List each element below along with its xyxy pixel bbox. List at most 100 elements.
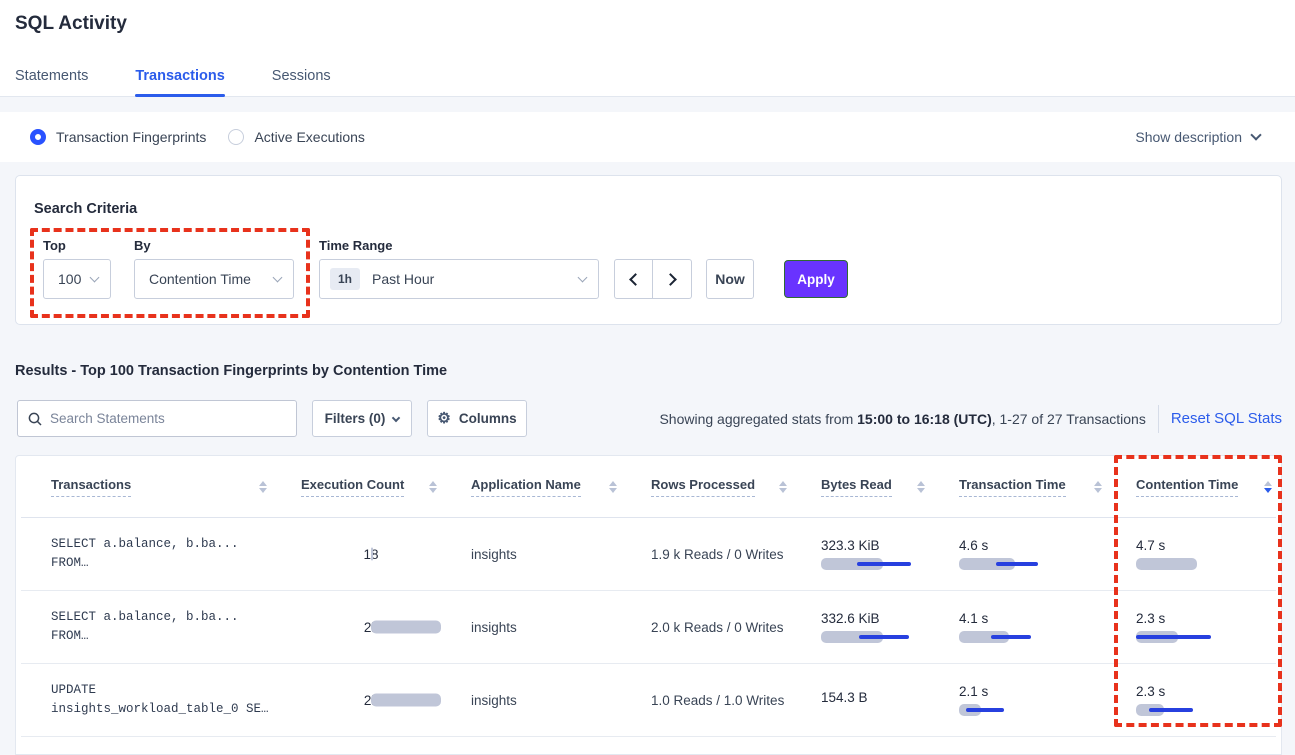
app-header: SQL Activity Statements Transactions Ses… (0, 0, 1295, 97)
column-header-application-name[interactable]: Application Name (441, 456, 621, 517)
chevron-down-icon (1250, 129, 1262, 141)
sort-icon (779, 480, 787, 493)
tab-transactions[interactable]: Transactions (135, 68, 226, 97)
bar-gray (1136, 558, 1197, 570)
column-header-bytes-read[interactable]: Bytes Read (791, 456, 929, 517)
columns-button[interactable]: ⚙ Columns (427, 400, 527, 437)
tab-sessions[interactable]: Sessions (271, 68, 331, 84)
application-name-cell: insights (441, 518, 621, 590)
time-range-select[interactable]: 1h Past Hour (319, 259, 599, 299)
column-header-transactions[interactable]: Transactions (21, 456, 271, 517)
filters-button[interactable]: Filters (0) (312, 400, 412, 437)
time-nav-group (614, 259, 692, 299)
table-row: SELECT a.balance, b.ba... FROM… 2k insights… (21, 591, 1276, 664)
chevron-left-icon (629, 272, 642, 286)
bytes-read-bar-chart (821, 558, 933, 570)
reset-sql-stats-link[interactable]: Reset SQL Stats (1170, 410, 1282, 427)
time-range-value: Past Hour (372, 271, 435, 287)
query-line-2: FROM… (51, 629, 89, 643)
rows-processed-cell: 1.9 k Reads / 0 Writes (621, 518, 791, 590)
view-toggle-bar: Transaction Fingerprints Active Executio… (0, 112, 1295, 162)
filters-label: Filters (0) (324, 411, 386, 426)
column-header-contention-time[interactable]: Contention Time (1106, 456, 1276, 517)
aggregated-stats-summary: Showing aggregated stats from 15:00 to 1… (659, 410, 1146, 427)
column-label: Transactions (51, 477, 132, 497)
column-header-transaction-time[interactable]: Transaction Time (929, 456, 1106, 517)
bar-mean-line (966, 708, 1004, 712)
sort-desc-icon (1094, 487, 1102, 493)
search-statements-input[interactable] (50, 411, 286, 426)
by-select[interactable]: Contention Time (134, 259, 294, 299)
top-select-value: 100 (58, 271, 82, 287)
bytes-read-bar-chart (821, 631, 933, 643)
now-button[interactable]: Now (706, 259, 754, 299)
transaction-time-value: 2.1 s (959, 684, 989, 699)
top-select[interactable]: 100 (43, 259, 111, 299)
query-line-2: insights_workload_table_0 SE… (51, 702, 269, 716)
vertical-divider (1157, 404, 1159, 433)
sort-icon (917, 480, 925, 493)
show-description-toggle[interactable]: Show description (1135, 129, 1262, 145)
transaction-time: 2.1 s (929, 664, 1106, 736)
sort-desc-icon (779, 487, 787, 493)
by-field-label: By (134, 238, 151, 253)
transaction-fingerprint-link[interactable]: SELECT a.balance, b.ba... FROM… (21, 591, 271, 663)
bytes-read-value: 332.6 KiB (821, 611, 880, 626)
sort-icon (1094, 480, 1102, 493)
time-next-button[interactable] (653, 259, 692, 299)
bar-mean-line (857, 562, 911, 566)
transaction-time-bar-chart (959, 631, 1071, 643)
sort-asc-icon (609, 480, 617, 486)
sort-asc-icon (779, 480, 787, 486)
time-prev-button[interactable] (614, 259, 653, 299)
transaction-fingerprint-link[interactable]: UPDATE insights_workload_table_0 SE… (21, 664, 271, 736)
column-label: Application Name (471, 477, 581, 497)
chevron-down-icon (89, 272, 100, 283)
tab-statements[interactable]: Statements (15, 68, 89, 84)
column-label: Execution Count (301, 477, 405, 497)
radio-active-executions[interactable]: Active Executions (228, 129, 365, 145)
query-line-1: UPDATE (51, 682, 97, 697)
sort-icon (259, 480, 267, 493)
rows-processed-value: 1.9 k Reads / 0 Writes (651, 546, 784, 562)
application-name-cell: insights (441, 591, 621, 663)
chevron-down-icon (272, 272, 283, 283)
table-body: SELECT a.balance, b.ba... FROM… 18 insights… (16, 518, 1281, 737)
execution-count-bar (371, 620, 441, 634)
column-header-execution-count[interactable]: Execution Count (271, 456, 441, 517)
contention-time: 2.3 s (1106, 664, 1276, 736)
transaction-time-bar-chart (959, 704, 1071, 716)
radio-label: Transaction Fingerprints (56, 129, 207, 145)
execution-count-bar (371, 547, 373, 561)
sort-asc-icon (917, 480, 925, 486)
radio-transaction-fingerprints[interactable]: Transaction Fingerprints (30, 129, 206, 145)
contention-time: 2.3 s (1106, 591, 1276, 663)
sort-icon (1264, 480, 1272, 493)
sort-asc-icon (1094, 480, 1102, 486)
sort-asc-icon (259, 480, 267, 486)
rows-processed-cell: 2.0 k Reads / 0 Writes (621, 591, 791, 663)
chevron-down-icon (577, 272, 588, 283)
show-description-label: Show description (1135, 129, 1242, 145)
bar-mean-line (1136, 635, 1211, 639)
query-line-1: SELECT a.balance, b.ba... (51, 536, 239, 551)
sort-desc-icon (429, 487, 437, 493)
application-name-value: insights (471, 619, 517, 635)
transaction-time-value: 4.6 s (959, 538, 989, 553)
apply-button[interactable]: Apply (784, 260, 848, 298)
bytes-read-value: 154.3 B (821, 690, 868, 705)
column-label: Transaction Time (959, 477, 1066, 497)
search-statements-box (17, 400, 297, 437)
bytes-read-value: 323.3 KiB (821, 538, 880, 553)
radio-label: Active Executions (254, 129, 365, 145)
column-header-rows-processed[interactable]: Rows Processed (621, 456, 791, 517)
column-label: Contention Time (1136, 477, 1239, 497)
bar-mean-line (1149, 708, 1193, 712)
contention-time-bar-chart (1136, 704, 1248, 716)
sort-desc-icon (917, 487, 925, 493)
bar-mean-line (991, 635, 1031, 639)
bar-mean-line (859, 635, 909, 639)
by-select-value: Contention Time (149, 271, 251, 287)
transaction-fingerprint-link[interactable]: SELECT a.balance, b.ba... FROM… (21, 518, 271, 590)
execution-count-cell: 18 (271, 518, 441, 590)
